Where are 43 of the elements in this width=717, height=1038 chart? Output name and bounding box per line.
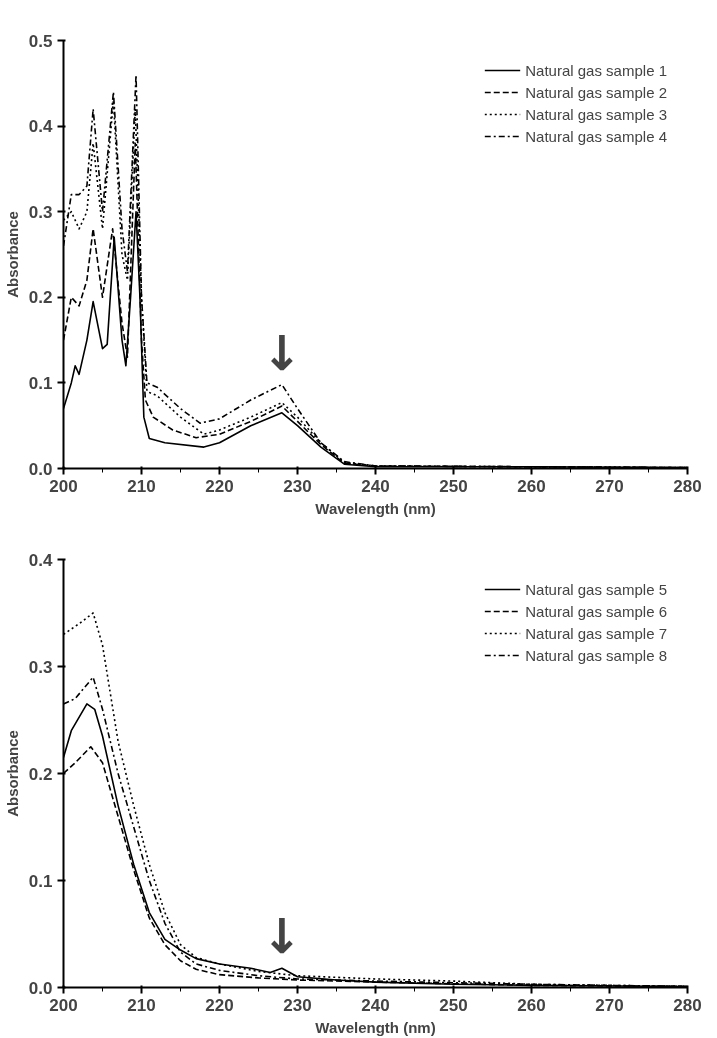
x-tick-label: 240	[361, 995, 390, 1015]
x-tick-label: 280	[673, 476, 702, 496]
x-tick-label: 200	[49, 995, 78, 1015]
y-tick-label: 0.5	[28, 31, 53, 51]
x-tick-label: 210	[127, 995, 156, 1015]
legend-label: Natural gas sample 2	[525, 83, 667, 101]
y-tick-label: 0.0	[28, 459, 53, 479]
legend-label: Natural gas sample 7	[525, 624, 667, 642]
y-tick-label: 0.4	[28, 550, 54, 570]
y-tick-label: 0.2	[28, 764, 53, 784]
y-tick-label: 0.1	[28, 871, 53, 891]
y-tick-label: 0.4	[28, 117, 54, 137]
legend-label: Natural gas sample 4	[525, 127, 667, 145]
x-tick-label: 260	[517, 476, 546, 496]
annotation: ↓	[261, 324, 303, 381]
x-tick-label: 200	[49, 476, 78, 496]
x-tick-label: 280	[673, 995, 702, 1015]
legend-label: Natural gas sample 5	[525, 580, 667, 598]
y-tick-label: 0.2	[28, 288, 53, 308]
x-tick-label: 220	[205, 476, 234, 496]
x-tick-label: 270	[595, 995, 624, 1015]
y-tick-label: 0.0	[28, 978, 53, 998]
x-axis-title: Wavelength (nm)	[315, 1018, 436, 1036]
x-tick-label: 230	[283, 476, 312, 496]
legend-label: Natural gas sample 8	[525, 646, 667, 664]
annotation: ↓	[261, 908, 303, 965]
y-tick-label: 0.3	[28, 657, 53, 677]
x-tick-label: 220	[205, 995, 234, 1015]
legend-label: Natural gas sample 6	[525, 602, 667, 620]
x-tick-label: 250	[439, 995, 468, 1015]
x-tick-label: 240	[361, 476, 390, 496]
x-axis-title: Wavelength (nm)	[315, 499, 436, 517]
x-tick-label: 250	[439, 476, 468, 496]
legend-label: Natural gas sample 3	[525, 105, 667, 123]
x-tick-label: 270	[595, 476, 624, 496]
y-axis-title: Absorbance	[3, 211, 21, 298]
y-axis-title: Absorbance	[3, 730, 21, 817]
y-tick-label: 0.3	[28, 202, 53, 222]
legend-label: Natural gas sample 1	[525, 61, 667, 79]
x-tick-label: 210	[127, 476, 156, 496]
x-tick-label: 260	[517, 995, 546, 1015]
x-tick-label: 230	[283, 995, 312, 1015]
y-tick-label: 0.1	[28, 373, 53, 393]
